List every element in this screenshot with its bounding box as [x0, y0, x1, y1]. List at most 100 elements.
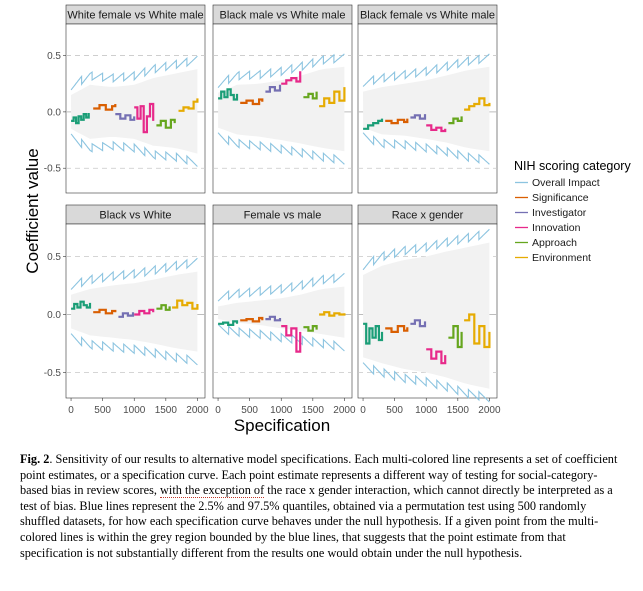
null-band [71, 271, 198, 352]
specification-curve [410, 114, 427, 120]
x-tick-label: 1000 [123, 405, 146, 416]
x-tick-label: 1000 [415, 405, 438, 416]
x-tick-label: 0 [68, 405, 74, 416]
legend-label: Innovation [532, 222, 581, 234]
x-tick-label: 2000 [186, 405, 209, 416]
figure-canvas: White female vs White male0.50.0-0.5Blac… [23, 4, 631, 435]
x-tick-label: 2000 [333, 405, 356, 416]
x-tick-label: 1500 [302, 405, 325, 416]
x-tick-label: 1000 [270, 405, 293, 416]
facet-strip-label: Black vs White [99, 210, 171, 222]
specification-curve [118, 312, 135, 318]
facet-panel: Black vs White 0.5 0.0 -0.5 0 500 1000 1500 2000 [44, 204, 209, 416]
facet-panel: Female vs male 0 500 1000 1500 2000 [212, 204, 356, 416]
x-tick-label: 0 [360, 405, 366, 416]
legend-label: Approach [532, 237, 577, 249]
specification-curve [426, 124, 447, 133]
specification-curve [464, 313, 491, 349]
x-tick-label: 500 [241, 405, 258, 416]
specification-curve [71, 300, 92, 310]
specification-curve [93, 308, 117, 315]
specification-curve [281, 71, 302, 85]
facet-strip-label: White female vs White male [67, 10, 203, 22]
specification-curve [319, 311, 346, 317]
null-band [71, 69, 198, 154]
specification-curve [265, 315, 282, 322]
specification-curve [281, 325, 302, 353]
y-axis-title: Coefficient value [23, 148, 42, 273]
figure-caption: Fig. 2. Sensitivity of our results to al… [20, 452, 624, 561]
x-tick-label: 500 [386, 405, 403, 416]
lower-null-bound-line [217, 323, 345, 352]
legend-label: Overall Impact [532, 177, 600, 189]
null-band [218, 286, 345, 338]
null-band [363, 242, 490, 389]
facet-strip-label: Black female vs White male [360, 10, 495, 22]
specification-curve [134, 308, 155, 316]
specification-curve [410, 319, 427, 328]
null-band [363, 66, 490, 152]
upper-null-bound-line [217, 53, 345, 89]
specification-curve [448, 325, 463, 349]
specification-curve [319, 87, 346, 108]
x-tick-label: 0 [215, 405, 221, 416]
specification-curve [172, 299, 199, 310]
specification-curve [156, 118, 176, 129]
specification-curve [240, 316, 264, 323]
facet-panel: Black female vs White male [357, 4, 498, 194]
caption-label: Fig. 2 [20, 452, 50, 466]
lower-null-bound-line [362, 132, 490, 165]
x-axis-title: Specification [234, 416, 330, 435]
null-band [218, 66, 345, 152]
specification-curve [265, 84, 282, 93]
specification-curve [134, 102, 155, 134]
upper-null-bound-line [70, 55, 198, 91]
facet-strip-label: Female vs male [244, 210, 322, 222]
specification-curve [303, 325, 318, 332]
specification-curve [363, 322, 384, 345]
legend-title: NIH scoring category [514, 159, 631, 173]
specification-curve [156, 304, 171, 311]
y-tick-label: 0.0 [47, 310, 61, 321]
legend: NIH scoring category Overall Impact Signif… [514, 159, 631, 264]
specification-curve [363, 118, 384, 130]
specification-curve [448, 116, 463, 125]
x-tick-label: 2000 [478, 405, 501, 416]
upper-null-bound-line [362, 53, 490, 87]
facet-strip-label: Black male vs White male [220, 10, 346, 22]
lower-null-bound-line [362, 362, 490, 403]
lower-null-bound-line [70, 333, 198, 366]
specification-curve [218, 88, 239, 101]
legend-label: Significance [532, 192, 589, 204]
specification-curve [464, 97, 491, 111]
upper-null-bound-line [217, 272, 345, 302]
x-tick-label: 1500 [447, 405, 470, 416]
y-tick-label: -0.5 [44, 368, 62, 379]
lower-null-bound-line [217, 132, 345, 165]
specification-curve [178, 98, 199, 112]
y-tick-label: 0.5 [47, 51, 61, 62]
y-tick-label: -0.5 [44, 164, 62, 175]
specification-curve [115, 113, 136, 121]
x-tick-label: 1500 [155, 405, 178, 416]
lower-null-bound-line [70, 133, 198, 167]
specification-curve [303, 91, 318, 100]
legend-label: Investigator [532, 207, 587, 219]
facet-panel: Race x gender 0 500 1000 1500 2000 [357, 204, 501, 416]
caption-text-1: . Sensitivity of our results to alternat… [20, 452, 618, 498]
legend-label: Environment [532, 252, 591, 264]
specification-curve [385, 325, 409, 333]
y-tick-label: 0.0 [47, 107, 61, 118]
specification-curve [71, 113, 90, 125]
upper-null-bound-line [362, 228, 490, 271]
caption-underlined-text: with the exception of [160, 483, 265, 499]
facet-panel: Black male vs White male [212, 4, 353, 194]
caption-text-2: the race x gender interaction, which can… [20, 483, 613, 560]
facet-panel: White female vs White male 0.5 0.0 -0.5 [44, 4, 206, 194]
specification-curve [385, 118, 409, 125]
specification-curve [218, 320, 239, 326]
y-tick-label: 0.5 [47, 252, 61, 263]
x-tick-label: 500 [94, 405, 111, 416]
specification-curve [426, 348, 447, 365]
upper-null-bound-line [70, 257, 198, 290]
